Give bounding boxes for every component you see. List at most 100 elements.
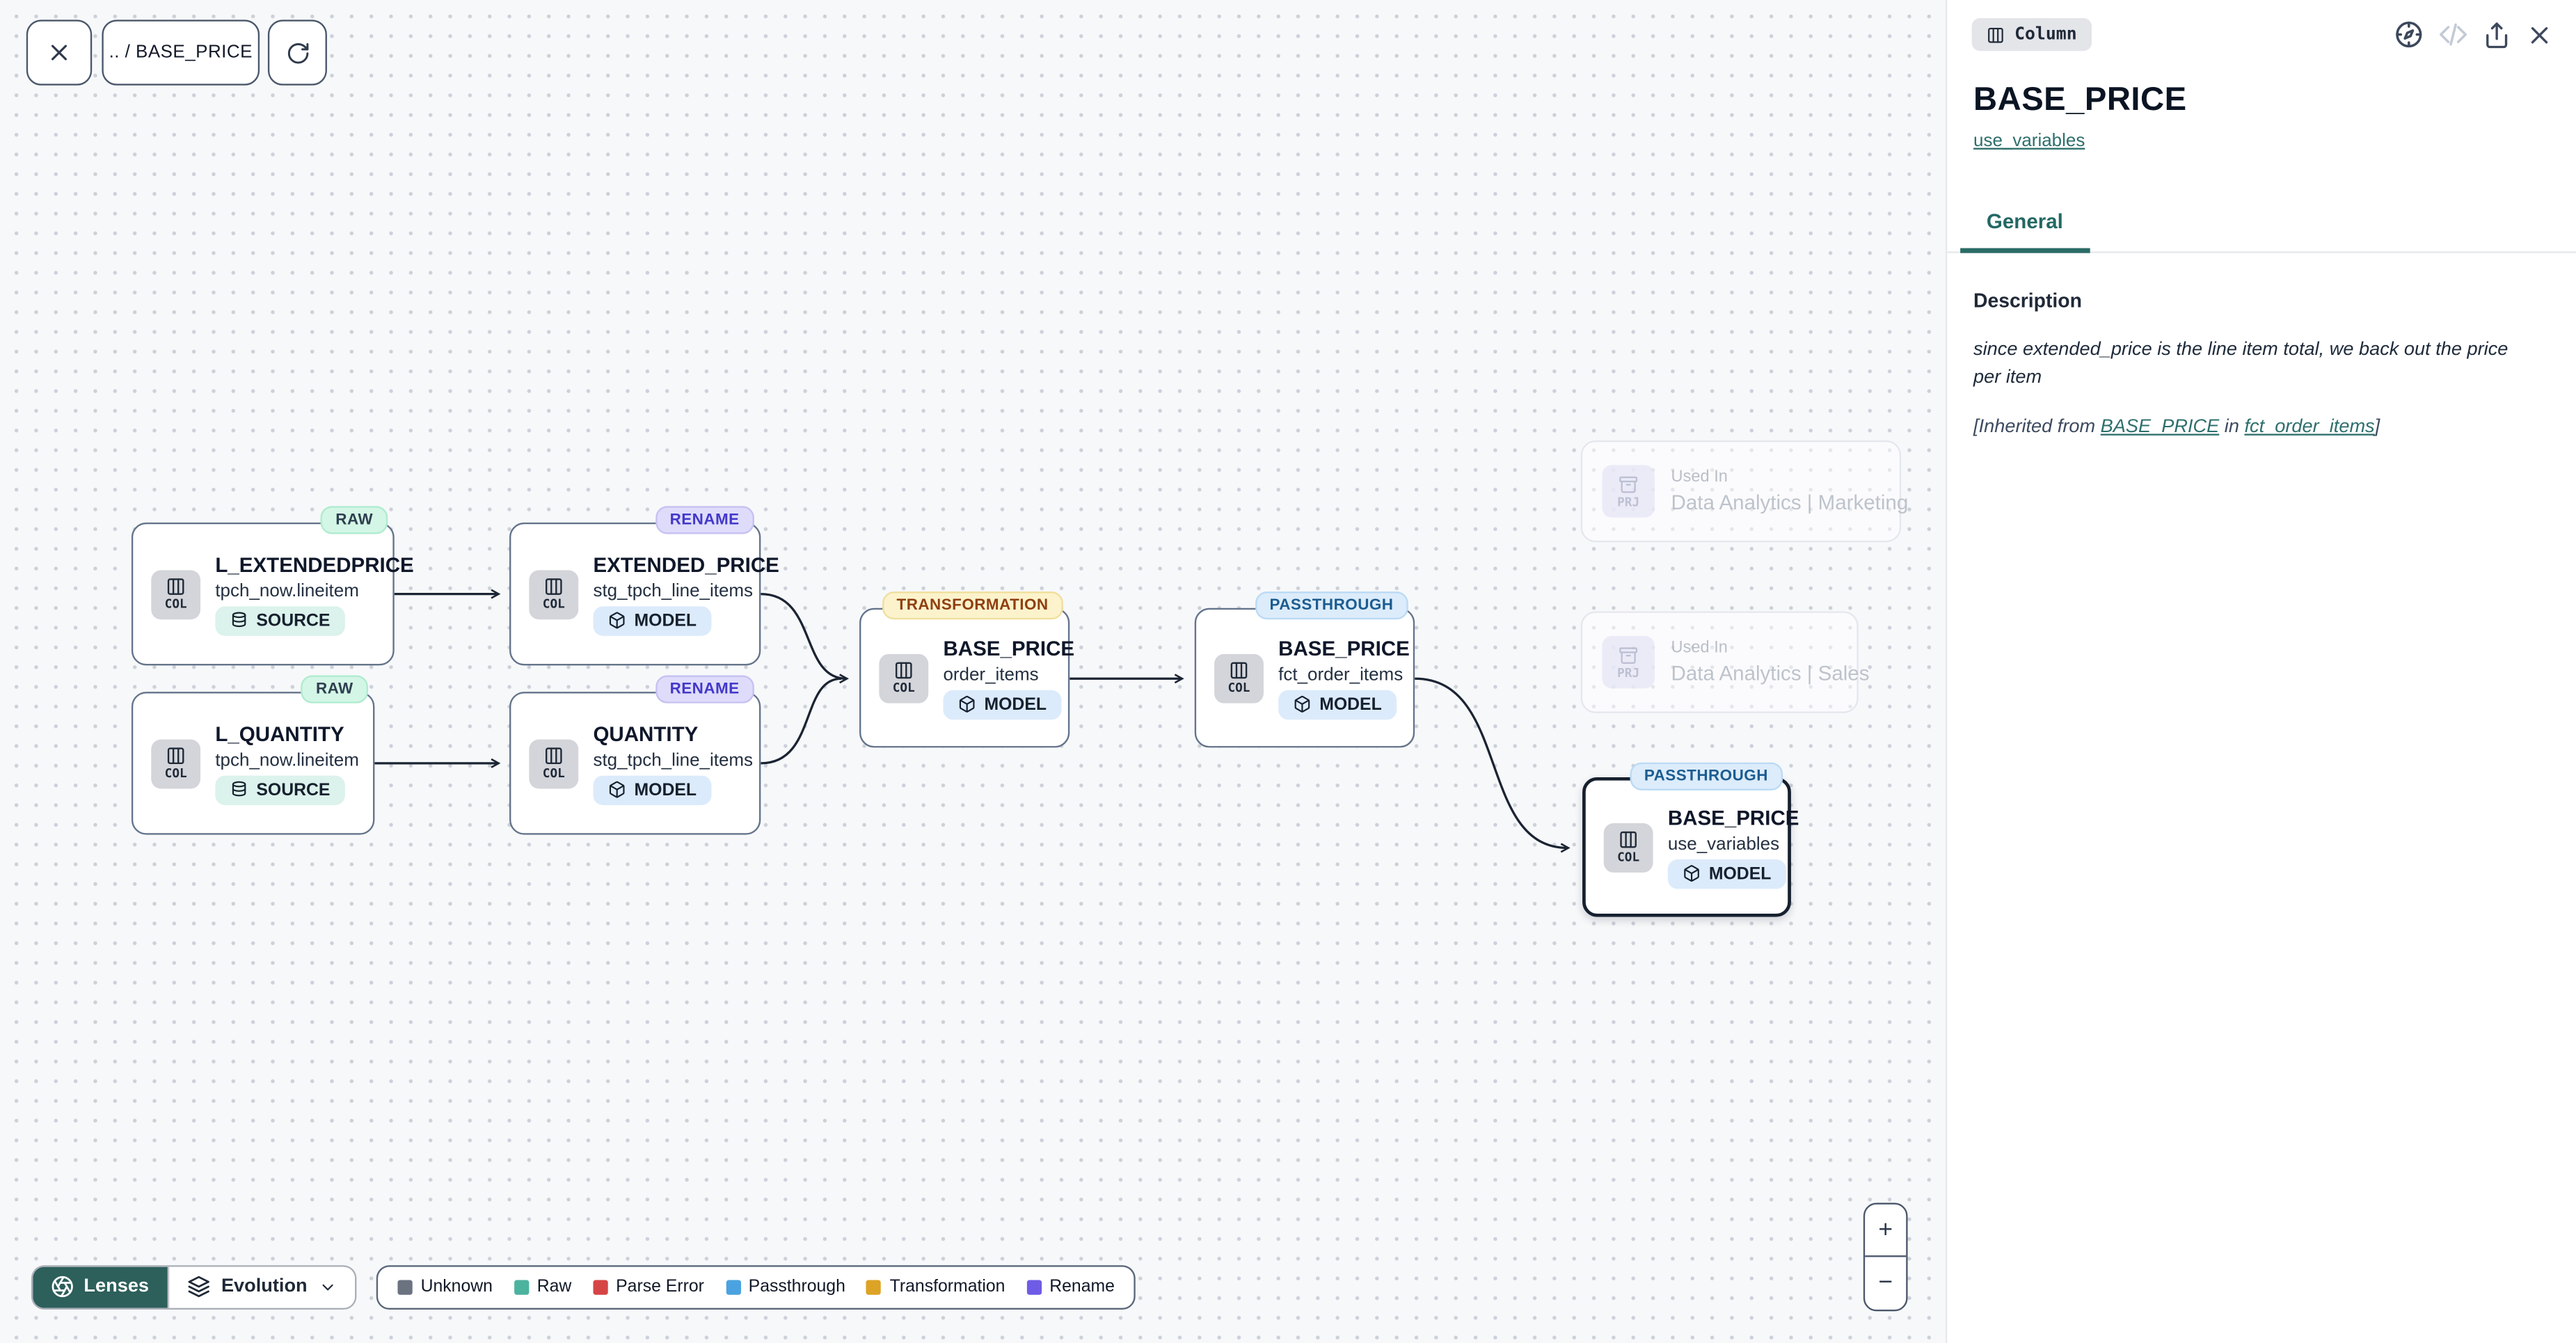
panel-tabs: General: [1947, 197, 2576, 253]
column-type-chip: COL: [151, 738, 201, 788]
panel-header: Column: [1947, 0, 2576, 65]
columns-icon: [545, 748, 562, 765]
legend-item: Parse Error: [593, 1277, 704, 1296]
lineage-canvas[interactable]: .. / BASE_PRICE RAW COL L_EXTENDEDPRICE …: [0, 0, 1946, 1343]
zoom-in-button[interactable]: +: [1865, 1204, 1907, 1257]
close-icon: [51, 45, 67, 61]
materialization-chip: SOURCE: [215, 774, 345, 804]
inherited-column-link[interactable]: BASE_PRICE: [2100, 416, 2220, 436]
database-icon: [232, 612, 246, 628]
legend-item: Rename: [1026, 1277, 1115, 1296]
node-base-price-order-items[interactable]: TRANSFORMATION COL BASE_PRICE order_item…: [859, 591, 1074, 748]
edge-quantity-baseprice: [761, 677, 842, 765]
columns-icon: [167, 578, 184, 596]
legend-swatch: [725, 1279, 740, 1294]
materialization-chip: MODEL: [1667, 858, 1786, 889]
description-text: since extended_price is the line item to…: [1973, 340, 2509, 388]
used-in-label: Used In: [1671, 639, 1728, 658]
layers-icon: [187, 1276, 209, 1298]
edge-extendedprice-baseprice: [761, 592, 849, 684]
legend-swatch: [397, 1279, 413, 1294]
tab-general[interactable]: General: [1960, 197, 2090, 253]
column-type-chip: COL: [1214, 653, 1264, 703]
node-title: BASE_PRICE: [943, 637, 1075, 660]
minus-icon: −: [1878, 1269, 1893, 1297]
node-subtitle: fct_order_items: [1278, 665, 1404, 685]
cube-icon: [959, 695, 975, 713]
edge-fctorderitems-usevariables: [1415, 677, 1571, 853]
node-subtitle: stg_tpch_line_items: [593, 749, 754, 770]
node-subtitle: order_items: [943, 665, 1039, 685]
zoom-out-button[interactable]: −: [1865, 1257, 1906, 1308]
materialization-chip: MODEL: [593, 605, 712, 635]
node-l-quantity[interactable]: RAW COL L_QUANTITY tpch_now.lineitem SOU…: [131, 675, 375, 835]
archive-icon: [1619, 646, 1638, 664]
view-code-button[interactable]: [2438, 19, 2468, 49]
edge-type-badge: RAW: [321, 506, 388, 534]
breadcrumb[interactable]: .. / BASE_PRICE: [102, 19, 260, 86]
edge-type-badge: RENAME: [655, 506, 754, 534]
zoom-control: + −: [1863, 1202, 1908, 1311]
node-base-price-use-variables[interactable]: PASSTHROUGH COL BASE_PRICE use_variables…: [1582, 762, 1799, 917]
project-type-chip: PRJ: [1602, 465, 1655, 518]
model-link[interactable]: use_variables: [1973, 131, 2085, 152]
description-section: Description since extended_price is the …: [1947, 253, 2576, 436]
column-type-chip: COL: [151, 569, 201, 619]
entity-type-badge: Column: [1971, 17, 2092, 51]
legend-swatch: [866, 1279, 882, 1294]
edge-type-legend: Unknown Raw Parse Error Passthrough Tran…: [376, 1264, 1136, 1309]
used-in-label: Used In: [1671, 468, 1728, 486]
close-lineage-button[interactable]: [26, 19, 93, 86]
used-in-name: Data Analytics | Sales: [1671, 662, 1870, 685]
inherited-model-link[interactable]: fct_order_items: [2244, 416, 2375, 436]
refresh-icon: [287, 42, 308, 63]
legend-swatch: [593, 1279, 608, 1294]
columns-icon: [167, 748, 184, 765]
legend-item: Transformation: [866, 1277, 1005, 1296]
close-icon: [2531, 26, 2548, 43]
compass-icon: [2396, 21, 2422, 48]
edge-type-badge: PASSTHROUGH: [1629, 762, 1783, 790]
share-button[interactable]: [2483, 21, 2511, 49]
project-type-chip: PRJ: [1602, 635, 1655, 689]
node-quantity[interactable]: RENAME COL QUANTITY stg_tpch_line_items …: [509, 675, 761, 835]
node-subtitle: use_variables: [1667, 834, 1780, 854]
used-in-node-marketing[interactable]: PRJ Used In Data Analytics | Marketing: [1580, 440, 1908, 543]
legend-item: Unknown: [397, 1277, 493, 1296]
column-type-chip: COL: [1603, 822, 1653, 872]
database-icon: [232, 781, 246, 797]
legend-swatch: [1026, 1279, 1042, 1294]
materialization-chip: MODEL: [943, 689, 1062, 720]
close-panel-button[interactable]: [2525, 21, 2553, 49]
materialization-chip: SOURCE: [215, 605, 345, 635]
legend-swatch: [514, 1279, 529, 1294]
lenses-control: Lenses Evolution: [31, 1264, 357, 1309]
column-type-chip: COL: [529, 738, 579, 788]
refresh-button[interactable]: [267, 19, 327, 86]
materialization-chip: MODEL: [1278, 689, 1397, 720]
plus-icon: +: [1878, 1215, 1893, 1243]
aperture-icon: [51, 1276, 73, 1298]
materialization-chip: MODEL: [593, 774, 712, 804]
node-title: L_QUANTITY: [215, 722, 344, 745]
node-subtitle: tpch_now.lineitem: [215, 580, 359, 601]
used-in-node-sales[interactable]: PRJ Used In Data Analytics | Sales: [1580, 611, 1869, 713]
column-type-chip: COL: [879, 653, 929, 703]
archive-icon: [1619, 476, 1638, 493]
node-base-price-fct-order-items[interactable]: PASSTHROUGH COL BASE_PRICE fct_order_ite…: [1194, 591, 1415, 748]
legend-item: Raw: [514, 1277, 571, 1296]
explore-lineage-button[interactable]: [2394, 19, 2424, 49]
cube-icon: [609, 781, 625, 798]
lens-mode-dropdown[interactable]: Evolution: [167, 1266, 356, 1308]
columns-icon: [895, 662, 912, 679]
column-type-chip: COL: [529, 569, 579, 619]
edge-type-badge: RAW: [301, 675, 368, 704]
chevron-down-icon: [322, 1283, 333, 1290]
share-icon: [2486, 22, 2508, 47]
node-subtitle: stg_tpch_line_items: [593, 580, 754, 601]
node-extended-price[interactable]: RENAME COL EXTENDED_PRICE stg_tpch_line_…: [509, 506, 779, 666]
node-l-extendedprice[interactable]: RAW COL L_EXTENDEDPRICE tpch_now.lineite…: [131, 506, 414, 666]
lenses-button[interactable]: Lenses: [33, 1266, 168, 1308]
node-title: BASE_PRICE: [1667, 806, 1799, 829]
